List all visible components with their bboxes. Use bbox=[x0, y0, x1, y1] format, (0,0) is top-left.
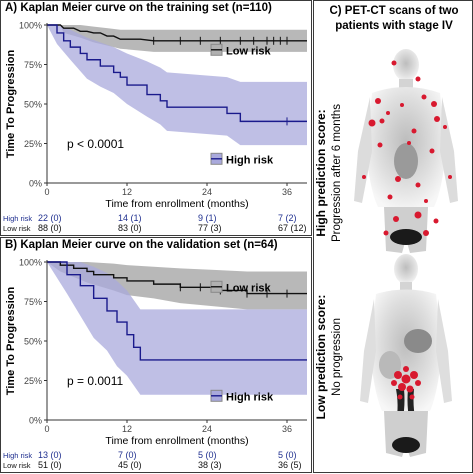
x-tick-label: 36 bbox=[282, 187, 292, 197]
panel-c-title-line1: C) PET-CT scans of two bbox=[329, 5, 459, 17]
x-tick-label: 12 bbox=[122, 424, 132, 434]
y-tick-label: 100% bbox=[19, 258, 42, 268]
at-risk-row-label: High risk bbox=[3, 451, 32, 460]
x-tick-label: 12 bbox=[122, 187, 132, 197]
high-risk-confidence-band bbox=[47, 25, 307, 146]
at-risk-count: 88 (0) bbox=[38, 223, 62, 233]
legend-high-risk-label: High risk bbox=[226, 154, 274, 166]
low-score-label-sub: No progression bbox=[331, 318, 343, 396]
p-value-annotation: p = 0.0011 bbox=[67, 374, 123, 388]
at-risk-row-label: Low risk bbox=[3, 224, 31, 233]
high-score-label-sub: Progression after 6 months bbox=[331, 104, 343, 242]
x-axis-label: Time from enrollment (months) bbox=[105, 435, 248, 447]
y-tick-label: 100% bbox=[19, 21, 42, 31]
at-risk-count: 7 (0) bbox=[118, 450, 137, 460]
p-value-annotation: p < 0.0001 bbox=[67, 137, 124, 151]
at-risk-count: 36 (5) bbox=[278, 460, 302, 470]
bladder-uptake bbox=[390, 229, 422, 245]
at-risk-count: 38 (3) bbox=[198, 460, 222, 470]
at-risk-count: 5 (0) bbox=[278, 450, 297, 460]
head-shape bbox=[394, 254, 418, 284]
left-arm-shape bbox=[354, 97, 372, 203]
y-axis-label: Time To Progression bbox=[5, 287, 17, 396]
y-tick-label: 50% bbox=[24, 337, 42, 347]
panel-a-training-km: A) Kaplan Meier curve on the training se… bbox=[0, 0, 312, 236]
at-risk-count: 77 (3) bbox=[198, 223, 222, 233]
high-risk-survival-line bbox=[47, 24, 307, 123]
y-tick-label: 50% bbox=[24, 100, 42, 110]
y-tick-label: 25% bbox=[24, 376, 42, 386]
y-tick-label: 0% bbox=[29, 179, 42, 189]
at-risk-count: 51 (0) bbox=[38, 460, 62, 470]
panel-c-title-line2: patients with stage IV bbox=[335, 20, 453, 32]
heart-uptake bbox=[404, 329, 432, 353]
km-chart-training: 0% 25% 50% 75% 100% 0 12 24 36 Time from enrollme… bbox=[3, 21, 307, 233]
pet-ct-scans: High prediction score: Progression after… bbox=[314, 49, 458, 457]
heart-uptake bbox=[394, 143, 418, 179]
y-axis-label: Time To Progression bbox=[5, 50, 17, 159]
legend-low-risk-label: Low risk bbox=[226, 282, 272, 294]
y-tick-label: 25% bbox=[24, 139, 42, 149]
x-tick-label: 0 bbox=[44, 187, 49, 197]
legend-low-risk-label: Low risk bbox=[226, 45, 272, 57]
y-tick-label: 75% bbox=[24, 60, 42, 70]
legend-low-risk: Low risk bbox=[210, 43, 272, 57]
panel-b-validation-km: B) Kaplan Meier curve on the validation … bbox=[0, 237, 312, 473]
at-risk-count: 5 (0) bbox=[198, 450, 217, 460]
right-arm-shape bbox=[440, 97, 458, 203]
high-risk-confidence-band bbox=[47, 262, 307, 395]
low-score-label-bold: Low prediction score: bbox=[314, 295, 328, 420]
head-shape bbox=[393, 49, 419, 81]
low-risk-survival-line bbox=[47, 24, 307, 42]
torso-shape bbox=[370, 289, 442, 411]
bladder-uptake bbox=[392, 437, 420, 453]
x-tick-label: 36 bbox=[282, 424, 292, 434]
lesion-cluster bbox=[391, 366, 421, 400]
x-tick-label: 0 bbox=[44, 424, 49, 434]
pet-scan-low-score bbox=[360, 254, 452, 457]
panel-c-title: C) PET-CT scans of two patients with sta… bbox=[314, 4, 473, 34]
legend-low-risk: Low risk bbox=[210, 280, 272, 294]
at-risk-row-label: Low risk bbox=[3, 461, 31, 470]
panel-c-pet-ct: C) PET-CT scans of two patients with sta… bbox=[313, 0, 473, 473]
at-risk-count: 13 (0) bbox=[38, 450, 62, 460]
right-arm-shape bbox=[436, 299, 452, 403]
high-score-label-bold: High prediction score: bbox=[314, 109, 328, 236]
neck-shape bbox=[400, 282, 412, 292]
y-tick-label: 75% bbox=[24, 297, 42, 307]
at-risk-count: 7 (2) bbox=[278, 213, 297, 223]
legend-high-risk: High risk bbox=[210, 389, 274, 403]
high-score-label: High prediction score: Progression after… bbox=[314, 104, 343, 242]
at-risk-count: 83 (0) bbox=[118, 223, 142, 233]
low-risk-confidence-band bbox=[47, 262, 307, 310]
x-tick-label: 24 bbox=[202, 424, 212, 434]
at-risk-count: 9 (1) bbox=[198, 213, 217, 223]
legend-high-risk-label: High risk bbox=[226, 391, 274, 403]
pet-scan-high-score bbox=[354, 49, 458, 253]
low-risk-confidence-band bbox=[47, 25, 307, 52]
panel-a-title: A) Kaplan Meier curve on the training se… bbox=[5, 2, 272, 14]
at-risk-count: 14 (1) bbox=[118, 213, 142, 223]
at-risk-row-label: High risk bbox=[3, 214, 32, 223]
panel-b-title: B) Kaplan Meier curve on the validation … bbox=[5, 239, 278, 251]
low-score-label: Low prediction score: No progression bbox=[314, 295, 343, 420]
at-risk-count: 22 (0) bbox=[38, 213, 62, 223]
left-arm-shape bbox=[360, 299, 376, 403]
km-chart-validation: 0% 25% 50% 75% 100% 0 12 24 36 Time from enrollme… bbox=[3, 258, 307, 470]
x-axis-label: Time from enrollment (months) bbox=[105, 198, 248, 210]
x-tick-label: 24 bbox=[202, 187, 212, 197]
high-risk-survival-line bbox=[47, 261, 307, 361]
at-risk-count: 45 (0) bbox=[118, 460, 142, 470]
legend-high-risk: High risk bbox=[210, 152, 274, 166]
at-risk-count: 67 (12) bbox=[278, 223, 307, 233]
lesion-spots bbox=[362, 60, 452, 236]
y-tick-label: 0% bbox=[29, 416, 42, 426]
